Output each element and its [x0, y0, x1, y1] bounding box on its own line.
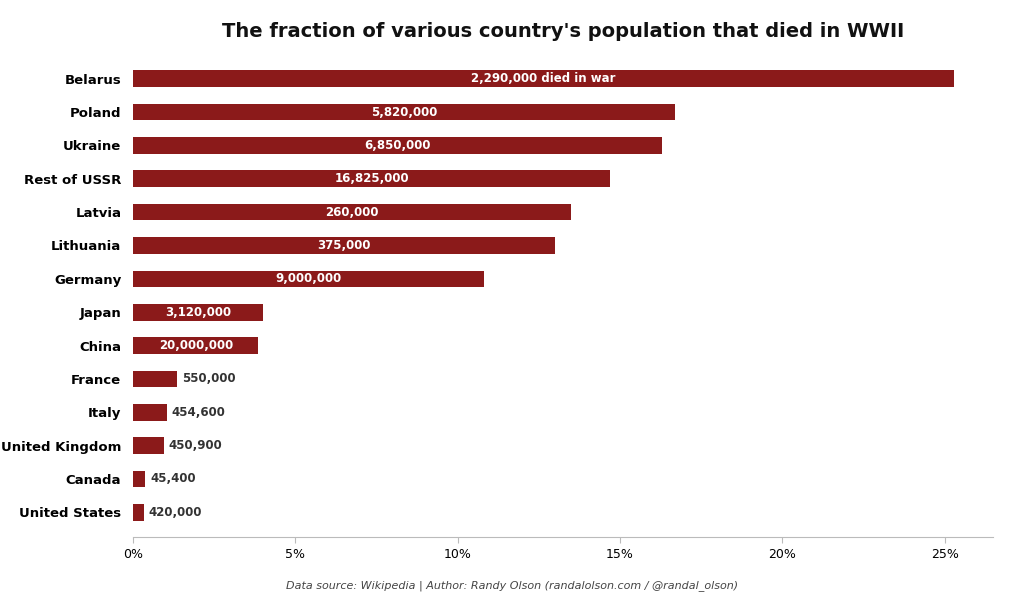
Text: 454,600: 454,600: [171, 406, 225, 418]
Bar: [133, 337, 258, 354]
Text: 6,850,000: 6,850,000: [365, 139, 431, 152]
Text: 450,900: 450,900: [169, 439, 222, 452]
Text: Data source: Wikipedia | Author: Randy Olson (randalolson.com / @randal_olson): Data source: Wikipedia | Author: Randy O…: [286, 580, 738, 591]
Text: 550,000: 550,000: [182, 373, 236, 386]
Bar: [133, 437, 164, 454]
Text: 420,000: 420,000: [148, 506, 202, 519]
Text: 20,000,000: 20,000,000: [159, 339, 232, 352]
Bar: [133, 404, 167, 420]
Bar: [133, 504, 143, 521]
Bar: [133, 104, 675, 121]
Bar: [133, 171, 610, 187]
Text: 2,290,000 died in war: 2,290,000 died in war: [471, 72, 616, 85]
Text: 45,400: 45,400: [151, 472, 196, 485]
Bar: [133, 70, 954, 87]
Text: 16,825,000: 16,825,000: [335, 173, 409, 185]
Bar: [133, 470, 145, 487]
Bar: [133, 137, 663, 154]
Bar: [133, 204, 571, 220]
Text: 5,820,000: 5,820,000: [371, 106, 437, 119]
Bar: [133, 371, 177, 387]
Bar: [133, 237, 555, 254]
Title: The fraction of various country's population that died in WWII: The fraction of various country's popula…: [222, 22, 904, 41]
Text: 375,000: 375,000: [317, 239, 371, 252]
Bar: [133, 270, 483, 287]
Bar: [133, 304, 263, 321]
Text: 260,000: 260,000: [326, 205, 379, 219]
Text: 9,000,000: 9,000,000: [275, 272, 342, 285]
Text: 3,120,000: 3,120,000: [165, 306, 231, 319]
